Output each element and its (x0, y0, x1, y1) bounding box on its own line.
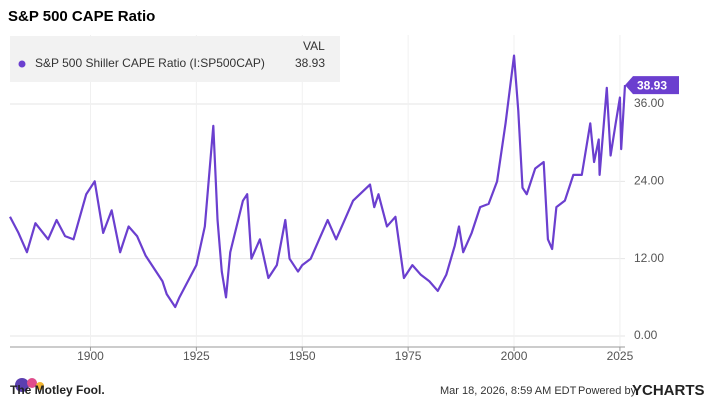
legend-box (10, 36, 340, 82)
y-tick-label: 0.00 (634, 328, 658, 342)
y-tick-label: 12.00 (634, 251, 664, 265)
plot-background (10, 35, 625, 347)
legend-entry: S&P 500 Shiller CAPE Ratio (I:SP500CAP) (35, 56, 265, 70)
chart-title: S&P 500 CAPE Ratio (8, 8, 155, 25)
x-tick-label: 2000 (501, 349, 528, 363)
y-tick-label: 36.00 (634, 96, 664, 110)
legend-header: VAL (303, 39, 325, 53)
footer-brand: The Motley Fool. (10, 383, 105, 397)
series-line (9, 54, 627, 309)
plot-area: 0.00 12.00 24.00 36.00 1900 1925 1950 1975 2000 2… (9, 35, 679, 363)
footer-logo (15, 378, 44, 392)
x-tick-label: 2025 (607, 349, 634, 363)
y-tick-label: 24.00 (634, 174, 664, 188)
x-tick-label: 1950 (289, 349, 316, 363)
footer-provider: YCHARTS (632, 382, 705, 399)
footer-timestamp: Mar 18, 2026, 8:59 AM EDT (440, 385, 577, 397)
x-tick-label: 1975 (395, 349, 422, 363)
last-value-label: 38.93 (637, 78, 667, 92)
legend-swatch (18, 60, 26, 68)
x-tick-label: 1900 (77, 349, 104, 363)
legend-value: 38.93 (295, 56, 325, 70)
footer-powered: Powered by (578, 385, 637, 397)
x-tick-label: 1925 (183, 349, 210, 363)
last-value-flag (625, 76, 679, 95)
